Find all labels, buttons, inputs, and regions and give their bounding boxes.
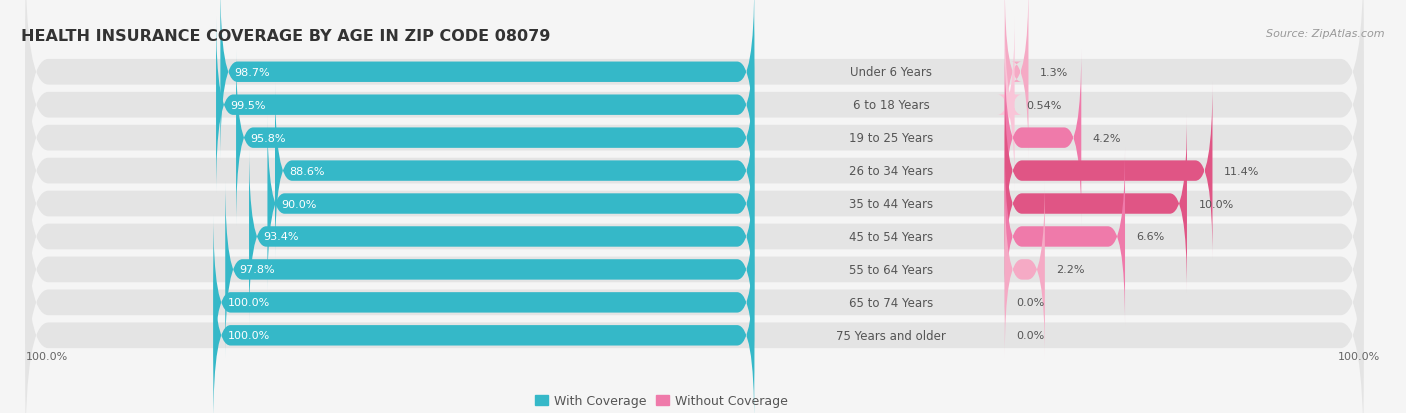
Text: 98.7%: 98.7% [235,68,270,78]
FancyBboxPatch shape [1005,181,1045,358]
Text: 19 to 25 Years: 19 to 25 Years [849,132,934,145]
Text: 100.0%: 100.0% [1339,351,1381,361]
Text: 95.8%: 95.8% [250,133,285,143]
FancyBboxPatch shape [25,0,1364,224]
FancyBboxPatch shape [25,184,1364,413]
Text: Source: ZipAtlas.com: Source: ZipAtlas.com [1267,29,1385,39]
FancyBboxPatch shape [236,50,754,227]
Text: 2.2%: 2.2% [1056,265,1085,275]
Text: 88.6%: 88.6% [290,166,325,176]
FancyBboxPatch shape [25,52,1364,290]
FancyBboxPatch shape [276,83,754,260]
Text: 93.4%: 93.4% [263,232,298,242]
FancyBboxPatch shape [1005,83,1212,260]
Text: HEALTH INSURANCE COVERAGE BY AGE IN ZIP CODE 08079: HEALTH INSURANCE COVERAGE BY AGE IN ZIP … [21,29,551,44]
FancyBboxPatch shape [25,118,1364,356]
FancyBboxPatch shape [249,149,754,325]
FancyBboxPatch shape [25,20,1364,257]
Legend: With Coverage, Without Coverage: With Coverage, Without Coverage [536,394,789,408]
FancyBboxPatch shape [25,217,1364,413]
FancyBboxPatch shape [221,0,754,161]
FancyBboxPatch shape [214,247,754,413]
Text: 6 to 18 Years: 6 to 18 Years [852,99,929,112]
FancyBboxPatch shape [1005,149,1125,325]
Text: 75 Years and older: 75 Years and older [837,329,946,342]
FancyBboxPatch shape [1005,116,1187,292]
Text: 97.8%: 97.8% [239,265,276,275]
FancyBboxPatch shape [997,17,1022,194]
Text: 1.3%: 1.3% [1040,68,1069,78]
Text: 6.6%: 6.6% [1136,232,1164,242]
Text: 11.4%: 11.4% [1223,166,1260,176]
Text: 26 to 34 Years: 26 to 34 Years [849,165,934,178]
Text: 90.0%: 90.0% [281,199,316,209]
FancyBboxPatch shape [225,181,754,358]
Text: 100.0%: 100.0% [25,351,67,361]
Text: 100.0%: 100.0% [228,298,270,308]
Text: 0.0%: 0.0% [1017,298,1045,308]
FancyBboxPatch shape [25,0,1364,191]
Text: 35 to 44 Years: 35 to 44 Years [849,197,934,211]
Text: 55 to 64 Years: 55 to 64 Years [849,263,934,276]
FancyBboxPatch shape [214,214,754,391]
Text: 100.0%: 100.0% [228,330,270,340]
FancyBboxPatch shape [267,116,754,292]
Text: 99.5%: 99.5% [231,100,266,110]
FancyBboxPatch shape [25,85,1364,323]
FancyBboxPatch shape [25,151,1364,388]
Text: 0.0%: 0.0% [1017,330,1045,340]
Text: 10.0%: 10.0% [1198,199,1233,209]
Text: 45 to 54 Years: 45 to 54 Years [849,230,934,243]
Text: 0.54%: 0.54% [1026,100,1062,110]
FancyBboxPatch shape [1005,0,1028,161]
Text: 65 to 74 Years: 65 to 74 Years [849,296,934,309]
Text: 4.2%: 4.2% [1092,133,1121,143]
FancyBboxPatch shape [1005,50,1081,227]
Text: Under 6 Years: Under 6 Years [849,66,932,79]
FancyBboxPatch shape [217,17,754,194]
